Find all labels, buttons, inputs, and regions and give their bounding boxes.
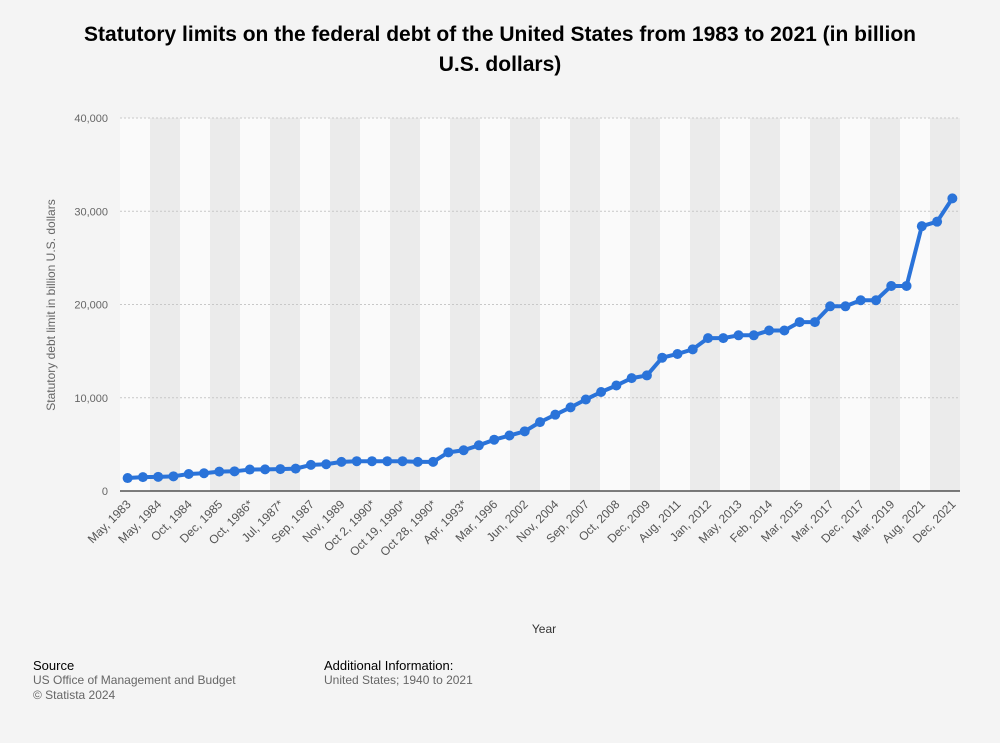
data-point — [916, 221, 927, 232]
data-point — [687, 344, 698, 355]
copyright-line: © Statista 2024 — [33, 688, 116, 702]
data-point — [153, 471, 164, 482]
data-point — [229, 466, 240, 477]
data-point — [351, 456, 362, 467]
data-point — [871, 295, 881, 306]
data-point — [137, 472, 148, 483]
data-point — [367, 456, 377, 467]
data-point — [473, 440, 484, 451]
additional-info-line: United States; 1940 to 2021 — [324, 673, 473, 687]
data-point — [580, 394, 591, 405]
data-point — [443, 447, 454, 458]
y-axis-ticks: 0 10,000 20,000 30,000 40,000 — [74, 113, 108, 498]
data-point — [855, 295, 866, 306]
data-point — [428, 456, 439, 467]
data-point — [305, 459, 316, 470]
data-point — [214, 466, 225, 477]
data-point — [412, 456, 423, 467]
data-point — [382, 456, 393, 467]
y-tick-label: 30,000 — [74, 206, 108, 218]
data-point — [641, 370, 652, 381]
data-point — [596, 387, 607, 398]
data-point — [779, 325, 790, 336]
data-point — [947, 193, 958, 204]
gridlines — [120, 117, 960, 399]
data-point — [122, 473, 133, 484]
data-point — [290, 463, 301, 474]
y-tick-label: 10,000 — [74, 393, 108, 405]
data-point — [748, 330, 759, 341]
data-point — [657, 352, 668, 363]
data-point — [244, 464, 255, 475]
data-point — [550, 409, 561, 420]
data-point — [535, 417, 545, 428]
y-axis-label: Statutory debt limit in billion U.S. dol… — [44, 199, 58, 410]
data-point — [489, 434, 500, 445]
source-line: US Office of Management and Budget — [33, 673, 236, 687]
y-tick-label: 0 — [102, 486, 108, 498]
data-point — [168, 471, 179, 482]
data-point — [397, 456, 408, 467]
data-point — [886, 280, 897, 291]
data-point — [199, 468, 209, 479]
y-tick-label: 20,000 — [74, 300, 108, 312]
data-point — [321, 459, 332, 470]
data-point — [336, 456, 347, 467]
source-heading: Source — [33, 658, 75, 673]
data-point — [672, 348, 683, 359]
data-point — [626, 373, 637, 384]
data-point — [260, 464, 271, 475]
y-tick-label: 40,000 — [74, 113, 108, 125]
data-point — [901, 280, 912, 291]
data-point — [794, 317, 805, 328]
data-point — [764, 325, 775, 336]
data-point — [718, 333, 729, 344]
data-point — [504, 430, 515, 441]
additional-info-heading: Additional Information: — [324, 658, 454, 673]
data-point — [932, 216, 943, 227]
data-point — [733, 330, 744, 341]
data-point — [840, 301, 851, 312]
data-point — [565, 402, 576, 413]
data-point — [809, 317, 820, 328]
data-point — [183, 469, 194, 480]
data-points — [122, 193, 958, 484]
data-point — [519, 426, 530, 437]
data-point — [611, 380, 622, 391]
data-point — [275, 464, 286, 475]
source-block: Source US Office of Management and Budge… — [33, 658, 236, 703]
x-axis-label: Year — [532, 622, 556, 636]
additional-info-block: Additional Information: United States; 1… — [324, 658, 473, 688]
data-point — [703, 333, 713, 344]
data-point — [458, 445, 469, 456]
chart-title: Statutory limits on the federal debt of … — [84, 23, 916, 76]
data-point — [825, 301, 836, 312]
